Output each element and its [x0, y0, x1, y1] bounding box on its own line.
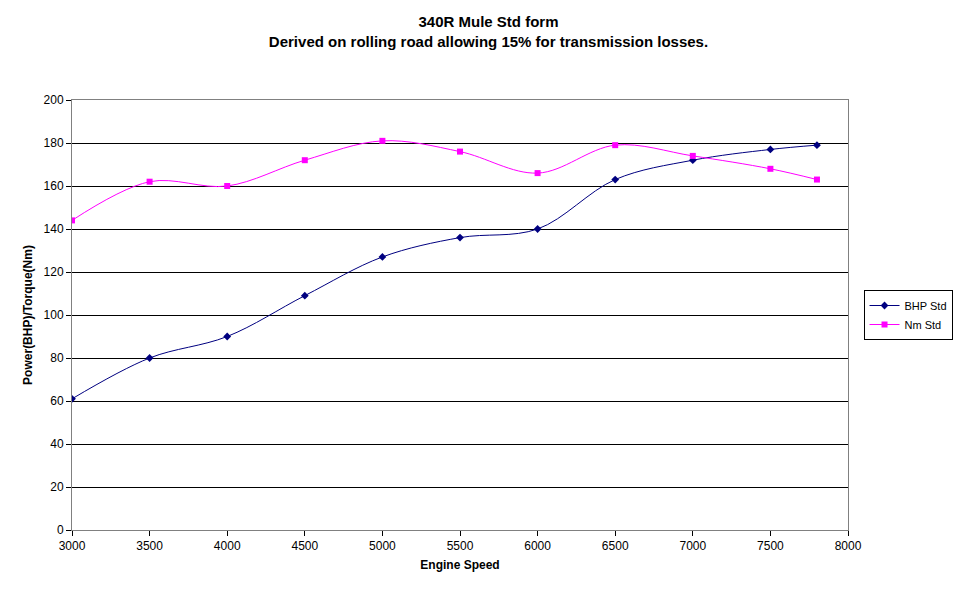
- svg-text:BHP Std: BHP Std: [905, 300, 947, 312]
- svg-text:5500: 5500: [447, 539, 474, 553]
- svg-text:60: 60: [50, 394, 64, 408]
- svg-text:180: 180: [44, 136, 64, 150]
- svg-text:200: 200: [44, 93, 64, 107]
- svg-text:7000: 7000: [679, 539, 706, 553]
- svg-text:3000: 3000: [59, 539, 86, 553]
- svg-text:160: 160: [44, 179, 64, 193]
- svg-text:Power(BHP)/Torque(Nm): Power(BHP)/Torque(Nm): [21, 245, 35, 385]
- svg-text:0: 0: [57, 523, 64, 537]
- svg-text:100: 100: [44, 308, 64, 322]
- svg-text:80: 80: [50, 351, 64, 365]
- svg-text:8000: 8000: [835, 539, 862, 553]
- svg-text:120: 120: [44, 265, 64, 279]
- svg-text:6500: 6500: [602, 539, 629, 553]
- svg-text:4000: 4000: [214, 539, 241, 553]
- svg-text:140: 140: [44, 222, 64, 236]
- svg-text:7500: 7500: [757, 539, 784, 553]
- svg-text:4500: 4500: [291, 539, 318, 553]
- svg-text:340R Mule Std formDerived on r: 340R Mule Std formDerived on rolling roa…: [269, 13, 708, 50]
- svg-text:3500: 3500: [136, 539, 163, 553]
- svg-text:Nm Std: Nm Std: [905, 319, 942, 331]
- svg-text:40: 40: [50, 437, 64, 451]
- svg-text:6000: 6000: [524, 539, 551, 553]
- svg-text:Engine Speed: Engine Speed: [420, 558, 499, 572]
- svg-text:5000: 5000: [369, 539, 396, 553]
- svg-text:20: 20: [50, 480, 64, 494]
